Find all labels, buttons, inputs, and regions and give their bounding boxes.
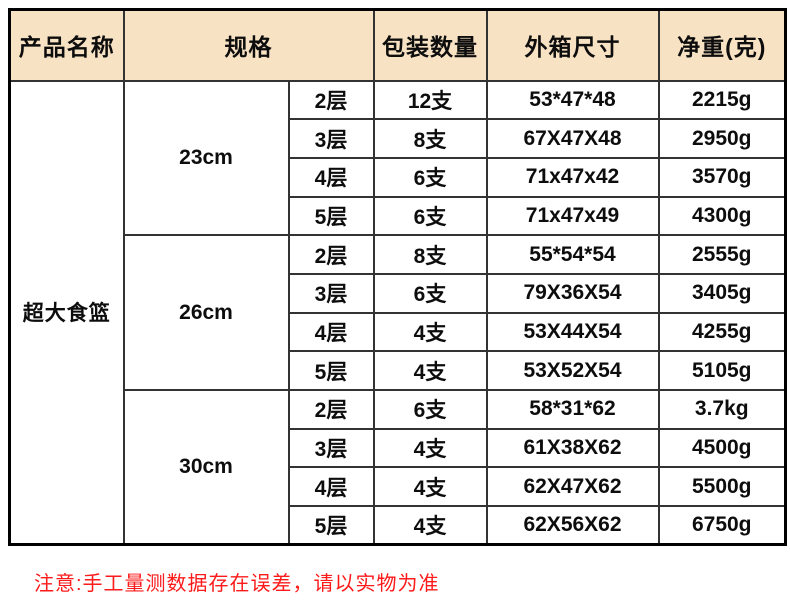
weight-cell: 3.7kg xyxy=(657,389,787,430)
weight-cell: 5500g xyxy=(657,466,787,508)
layer-cell: 5层 xyxy=(287,195,375,237)
box-size-cell: 53X52X54 xyxy=(485,350,660,391)
table-row: 3层 6支 79X36X54 3405g xyxy=(10,272,787,314)
qty-cell: 4支 xyxy=(372,466,488,508)
weight-cell: 2215g xyxy=(657,79,787,121)
weight-cell: 2950g xyxy=(657,118,787,159)
table-row: 3层 8支 67X47X48 2950g xyxy=(10,118,787,159)
table-row: 30cm 2层 6支 58*31*62 3.7kg xyxy=(10,389,787,546)
header-box-size: 外箱尺寸 xyxy=(485,8,660,82)
qty-cell: 6支 xyxy=(372,389,488,430)
qty-cell: 12支 xyxy=(372,79,488,121)
box-size-cell: 67X47X48 xyxy=(485,118,660,159)
size-cell: 30cm xyxy=(122,389,290,546)
table-header: 产品名称 规格 包装数量 外箱尺寸 净重(克) xyxy=(8,8,787,82)
qty-cell: 6支 xyxy=(372,195,488,237)
layer-cell: 2层 xyxy=(287,79,375,121)
layer-cell: 2层 xyxy=(287,389,375,430)
box-size-cell: 61X38X62 xyxy=(485,427,660,469)
layer-cell: 4层 xyxy=(287,466,375,508)
table-row: 4层 6支 71x47x42 3570g xyxy=(10,156,787,198)
box-size-cell: 62X56X62 xyxy=(485,505,660,546)
table-row: 3层 4支 61X38X62 4500g xyxy=(10,427,787,469)
qty-cell: 4支 xyxy=(372,350,488,391)
header-spec: 规格 xyxy=(122,8,375,82)
layer-cell: 3层 xyxy=(287,272,375,314)
qty-cell: 6支 xyxy=(372,156,488,198)
layer-cell: 5层 xyxy=(287,505,375,546)
weight-cell: 2555g xyxy=(657,234,787,275)
qty-cell: 4支 xyxy=(372,427,488,469)
product-name-cell: 超大食篮 xyxy=(8,79,125,546)
header-net-weight: 净重(克) xyxy=(657,8,787,82)
qty-cell: 4支 xyxy=(372,311,488,353)
qty-cell: 6支 xyxy=(372,272,488,314)
box-size-cell: 71x47x42 xyxy=(485,156,660,198)
table-row: 4层 4支 53X44X54 4255g xyxy=(10,311,787,353)
qty-cell: 8支 xyxy=(372,234,488,275)
weight-cell: 6750g xyxy=(657,505,787,546)
header-product-name: 产品名称 xyxy=(8,8,125,82)
layer-cell: 4层 xyxy=(287,156,375,198)
weight-cell: 4255g xyxy=(657,311,787,353)
header-row: 产品名称 规格 包装数量 外箱尺寸 净重(克) xyxy=(8,8,787,82)
layer-cell: 4层 xyxy=(287,311,375,353)
box-size-cell: 53*47*48 xyxy=(485,79,660,121)
qty-cell: 8支 xyxy=(372,118,488,159)
weight-cell: 3405g xyxy=(657,272,787,314)
size-cell: 26cm xyxy=(122,234,290,391)
weight-cell: 3570g xyxy=(657,156,787,198)
layer-cell: 5层 xyxy=(287,350,375,391)
table-row: 5层 4支 53X52X54 5105g xyxy=(10,350,787,391)
layer-cell: 2层 xyxy=(287,234,375,275)
box-size-cell: 62X47X62 xyxy=(485,466,660,508)
table-row: 5层 4支 62X56X62 6750g xyxy=(10,505,787,546)
box-size-cell: 55*54*54 xyxy=(485,234,660,275)
box-size-cell: 71x47x49 xyxy=(485,195,660,237)
table-row: 4层 4支 62X47X62 5500g xyxy=(10,466,787,508)
box-size-cell: 79X36X54 xyxy=(485,272,660,314)
table-row: 26cm 2层 8支 55*54*54 2555g xyxy=(10,234,787,391)
header-pack-quantity: 包装数量 xyxy=(372,8,488,82)
layer-cell: 3层 xyxy=(287,427,375,469)
product-spec-table: 产品名称 规格 包装数量 外箱尺寸 净重(克) 超大食篮 23cm 2层 12支 53*… xyxy=(8,8,787,547)
table-row: 5层 6支 71x47x49 4300g xyxy=(10,195,787,237)
weight-cell: 5105g xyxy=(657,350,787,391)
box-size-cell: 58*31*62 xyxy=(485,389,660,430)
weight-cell: 4500g xyxy=(657,427,787,469)
size-cell: 23cm xyxy=(122,79,290,237)
weight-cell: 4300g xyxy=(657,195,787,237)
layer-cell: 3层 xyxy=(287,118,375,159)
table-row: 超大食篮 23cm 2层 12支 53*47*48 2215g xyxy=(8,79,787,546)
box-size-cell: 53X44X54 xyxy=(485,311,660,353)
qty-cell: 4支 xyxy=(372,505,488,546)
measurement-disclaimer-note: 注意:手工量测数据存在误差，请以实物为准 xyxy=(34,573,440,596)
spec-table-body: 超大食篮 23cm 2层 12支 53*47*48 2215g 3层 8支 67X47X48 29… xyxy=(8,79,787,546)
